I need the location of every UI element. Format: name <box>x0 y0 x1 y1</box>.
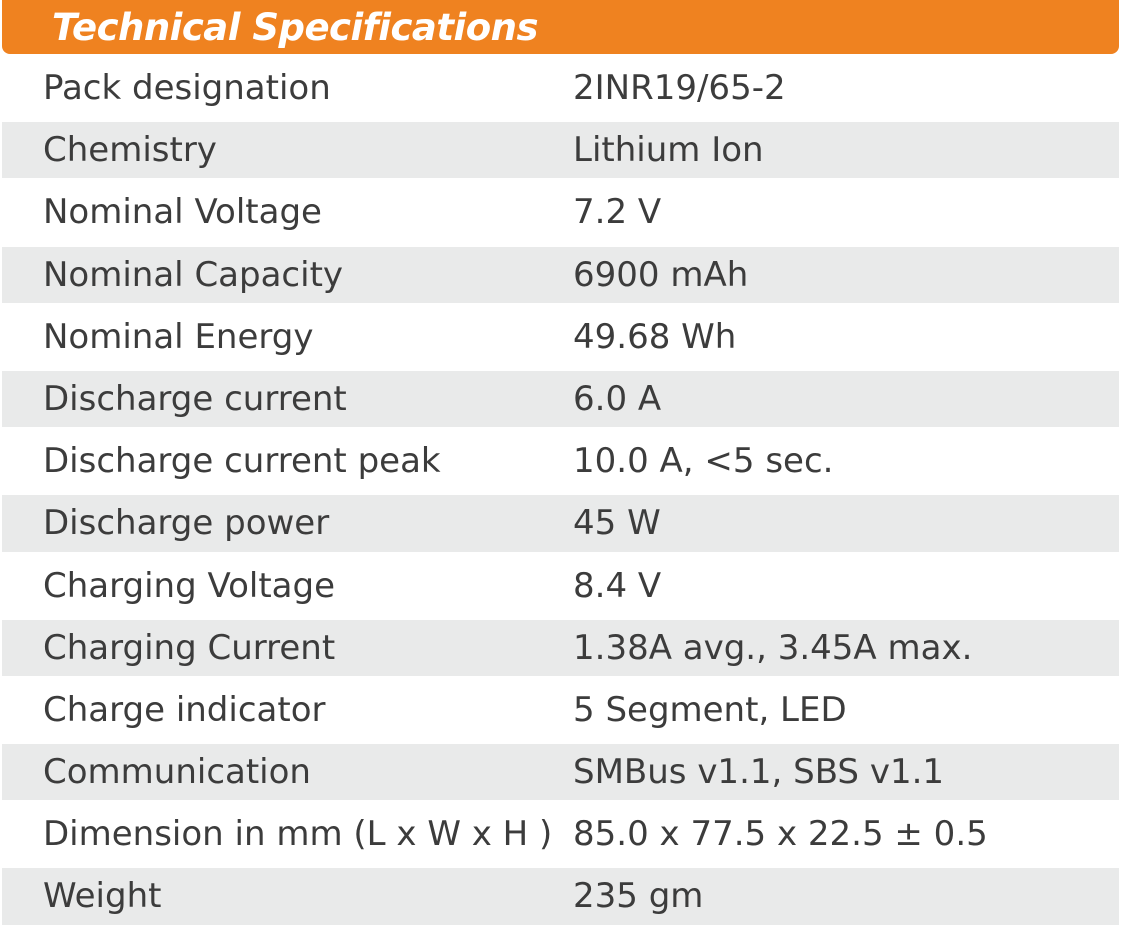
spec-label: Discharge power <box>43 503 330 544</box>
spec-label: Charge indicator <box>43 689 326 730</box>
spec-label: Nominal Capacity <box>43 254 344 295</box>
spec-row-nominal-voltage: Nominal Voltage 7.2 V <box>2 178 1119 241</box>
spec-row-weight: Weight 235 gm <box>2 862 1119 925</box>
spec-row-nominal-energy: Nominal Energy 49.68 Wh <box>2 302 1119 365</box>
spec-value: 2INR19/65-2 <box>573 68 786 108</box>
spec-value: Lithium Ion <box>573 130 764 171</box>
spec-value: 5 Segment, LED <box>573 689 847 730</box>
spec-row-discharge-power: Discharge power 45 W <box>2 489 1119 552</box>
spec-value: 85.0 x 77.5 x 22.5 ± 0.5 <box>573 814 988 855</box>
row-shade <box>2 122 1119 179</box>
spec-label: Charging Voltage <box>43 565 336 606</box>
spec-row-discharge-current-peak: Discharge current peak 10.0 A, <5 sec. <box>2 427 1119 490</box>
spec-row-chemistry: Chemistry Lithium Ion <box>2 116 1119 179</box>
spec-label: Dimension in mm (L x W x H ) <box>43 814 553 855</box>
spec-value: 6900 mAh <box>573 254 749 295</box>
spec-value: 235 gm <box>573 876 704 917</box>
row-shade <box>2 744 1119 801</box>
row-shade <box>2 370 1119 428</box>
row-shade <box>2 246 1119 303</box>
row-shade <box>2 619 1119 676</box>
row-shade <box>2 495 1119 552</box>
spec-row-discharge-current: Discharge current 6.0 A <box>2 364 1119 428</box>
spec-row-charge-indicator: Charge indicator 5 Segment, LED <box>2 675 1119 739</box>
spec-value: 6.0 A <box>573 378 662 419</box>
spec-row-dimension: Dimension in mm (L x W x H ) 85.0 x 77.5… <box>2 800 1119 863</box>
spec-label: Discharge current peak <box>43 441 441 482</box>
row-shade <box>2 868 1119 925</box>
spec-row-pack-designation: Pack designation 2INR19/65-2 <box>2 54 1119 117</box>
spec-value: 49.68 Wh <box>573 316 737 357</box>
spec-label: Weight <box>43 876 162 917</box>
spec-label: Nominal Energy <box>43 316 314 357</box>
header-bar: Technical Specifications <box>2 0 1119 54</box>
spec-label: Pack designation <box>43 68 331 108</box>
spec-label: Nominal Voltage <box>43 192 322 233</box>
spec-value: SMBus v1.1, SBS v1.1 <box>573 752 945 793</box>
spec-value: 8.4 V <box>573 565 662 606</box>
spec-row-charging-voltage: Charging Voltage 8.4 V <box>2 551 1119 614</box>
spec-table: Pack designation 2INR19/65-2 Chemistry L… <box>2 54 1119 925</box>
spec-label: Discharge current <box>43 378 347 419</box>
header-title: Technical Specifications <box>52 6 539 49</box>
spec-value: 7.2 V <box>573 192 662 233</box>
spec-label: Communication <box>43 752 311 793</box>
spec-value: 10.0 A, <5 sec. <box>573 441 834 482</box>
spec-row-nominal-capacity: Nominal Capacity 6900 mAh <box>2 240 1119 303</box>
spec-label: Charging Current <box>43 627 336 668</box>
spec-label: Chemistry <box>43 130 217 171</box>
spec-value: 1.38A avg., 3.45A max. <box>573 627 973 668</box>
spec-row-charging-current: Charging Current 1.38A avg., 3.45A max. <box>2 613 1119 676</box>
spec-row-communication: Communication SMBus v1.1, SBS v1.1 <box>2 738 1119 801</box>
spec-value: 45 W <box>573 503 661 544</box>
